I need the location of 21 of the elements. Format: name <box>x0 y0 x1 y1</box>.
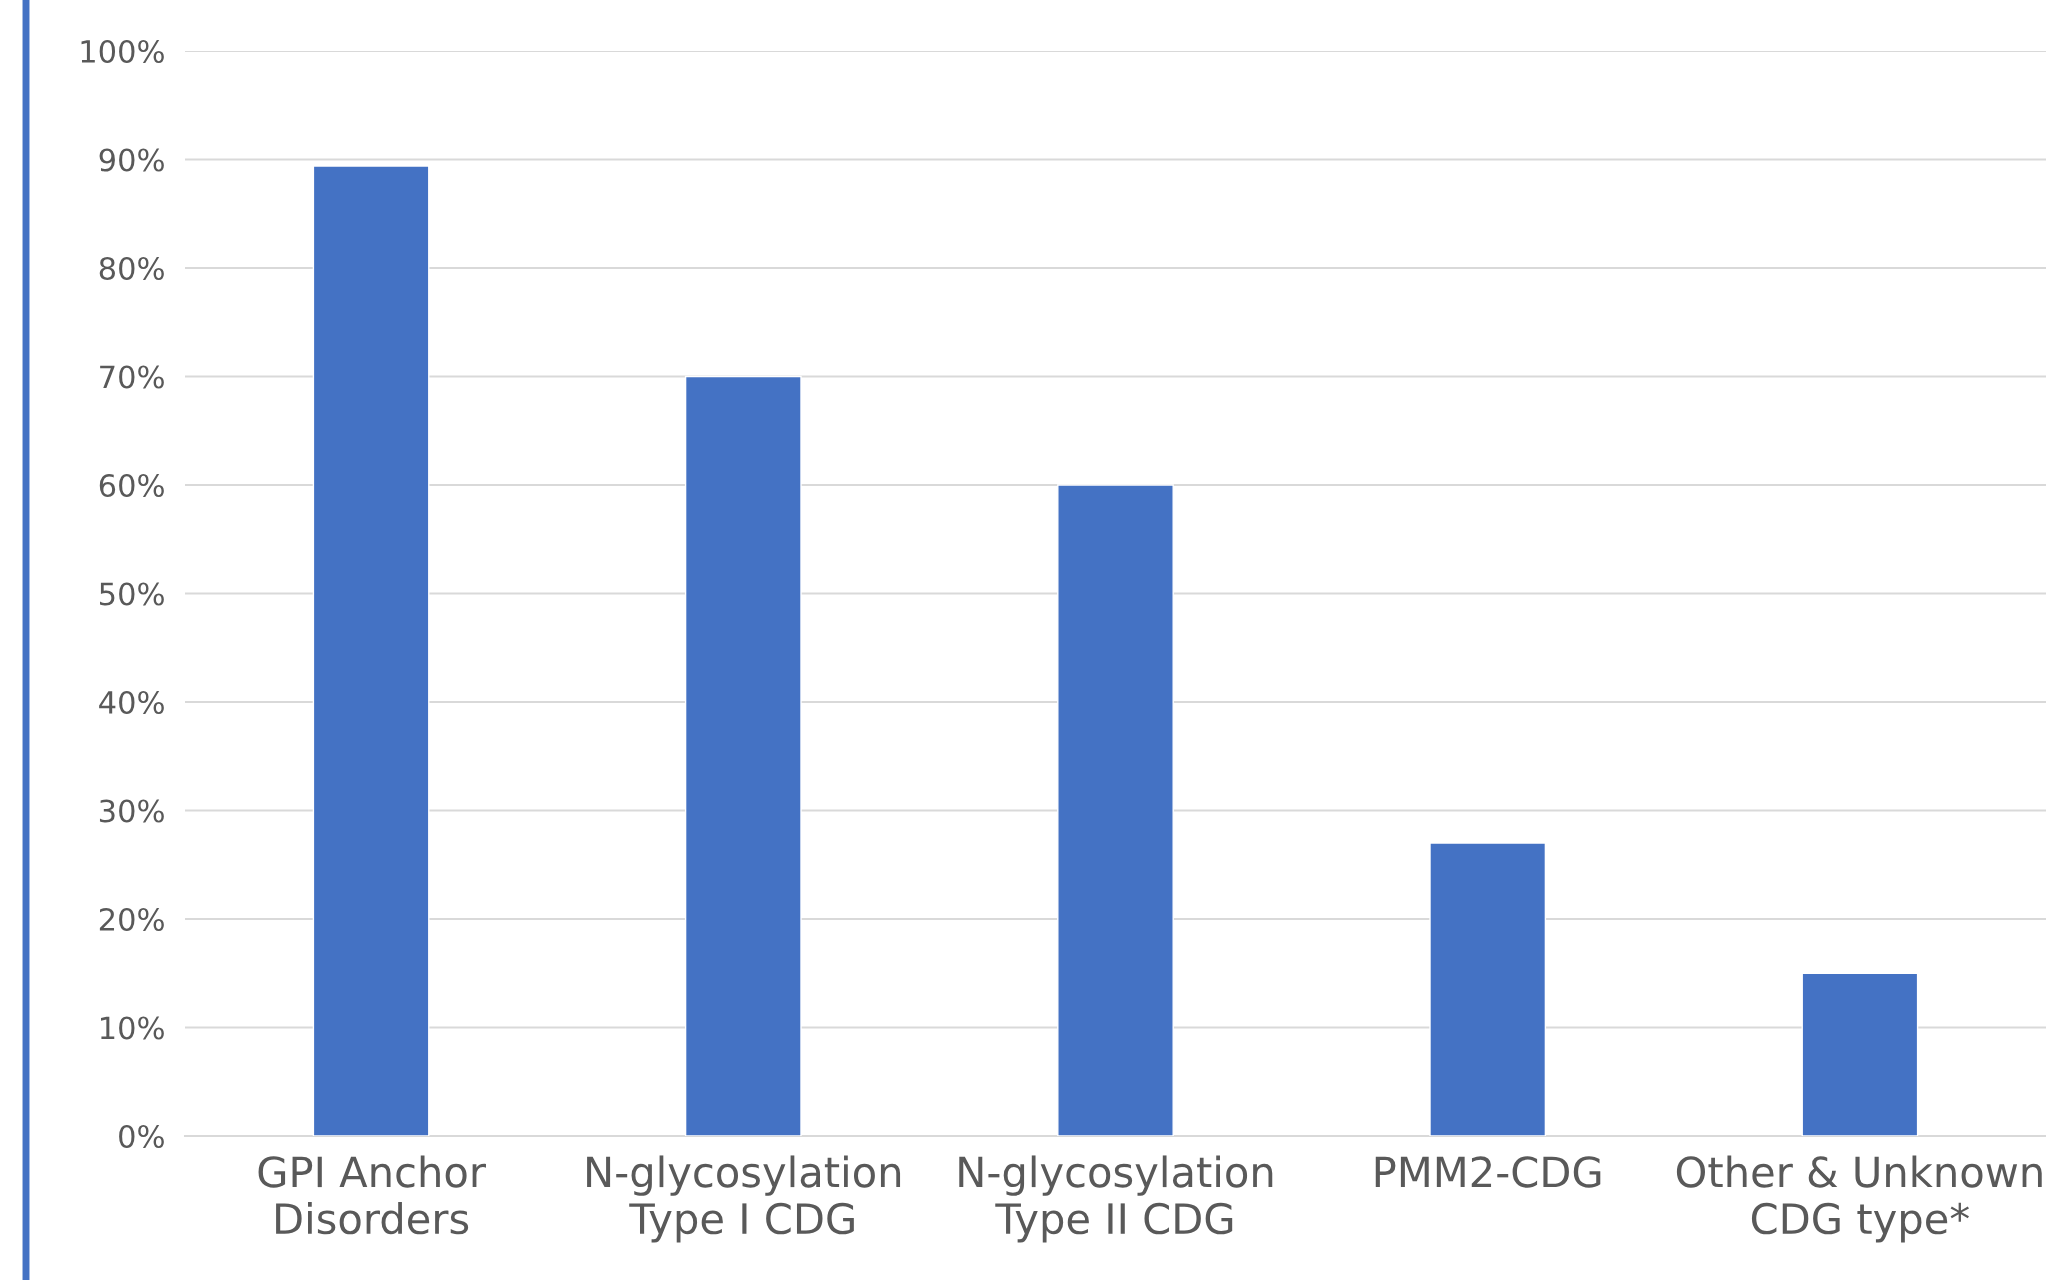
x-tick-label: GPI Anchor Disorders <box>258 1155 486 1235</box>
bar <box>1801 972 1919 1136</box>
x-tick-label: N-glycosylation Type II CDG <box>959 1155 1273 1243</box>
y-tick-label: 100% <box>81 39 164 64</box>
y-tick-label: 80% <box>99 256 164 281</box>
y-tick-label: 0% <box>119 1124 164 1149</box>
bar <box>1429 842 1547 1136</box>
y-tick-label: 10% <box>101 1016 164 1040</box>
x-tick-label: N-glycosylation Type I CDG <box>587 1155 901 1243</box>
y-tick-label: 40% <box>99 690 164 715</box>
x-tick-label: Other & Unknown CDG type* <box>1676 1155 2042 1243</box>
y-tick-label: 30% <box>99 799 164 823</box>
y-tick-label: 50% <box>100 582 164 606</box>
y-tick-label: 90% <box>99 148 164 172</box>
y-tick-label: 60% <box>99 473 164 498</box>
bar <box>1057 484 1174 1136</box>
bar <box>684 375 802 1136</box>
x-tick-label: PMM2-CDG <box>1375 1156 1601 1188</box>
y-tick-label: 70% <box>100 365 164 389</box>
y-tick-label: 20% <box>99 907 164 932</box>
bar <box>312 165 430 1136</box>
